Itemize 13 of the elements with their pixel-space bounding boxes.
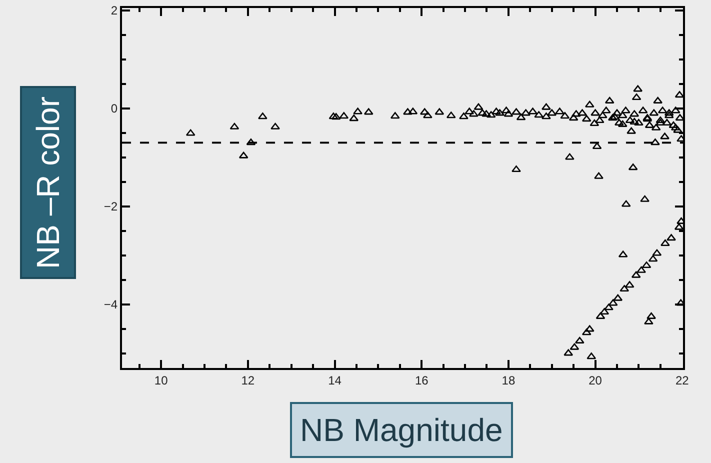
x-axis-title: NB Magnitude [300,412,503,448]
x-tick-label: 20 [588,373,602,388]
y-axis-title: NB –R color [30,96,66,269]
x-tick-label: 10 [154,373,168,388]
y-tick-label: −2 [104,200,118,214]
y-tick-label: −4 [104,298,118,312]
x-tick-label: 22 [675,373,690,388]
y-tick-label: 0 [110,102,118,116]
x-tick-label: 12 [241,373,255,388]
x-tick-label: 14 [328,373,342,388]
x-tick-label: 18 [502,373,516,388]
y-tick-label: 2 [110,4,118,18]
x-tick-label: 16 [414,373,429,388]
